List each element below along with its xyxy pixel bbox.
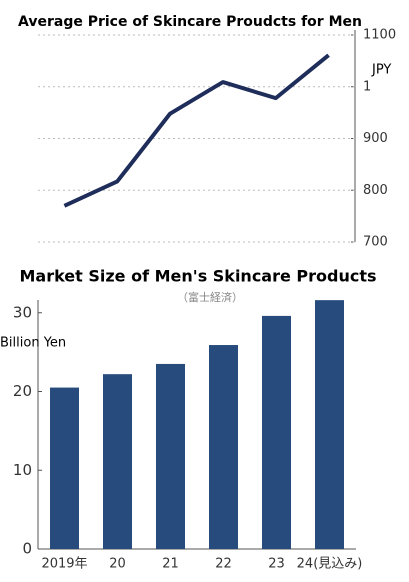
bar [50, 387, 79, 549]
bar [315, 300, 344, 549]
y-tick-label: 20 [13, 382, 32, 400]
y-axis-label: JPY [371, 63, 391, 78]
chart-title: Average Price of Skincare Proudcts for M… [18, 14, 362, 30]
bar [156, 363, 185, 549]
y-tick-label: 900 [363, 131, 388, 146]
y-tick-label: 30 [13, 303, 32, 321]
x-tick-label: 20 [109, 557, 126, 572]
bar [209, 345, 238, 549]
x-tick-label: 23 [268, 557, 285, 572]
chart-subtitle: （富士経済） [177, 290, 243, 304]
y-tick-label: 0 [22, 540, 32, 558]
bar [262, 315, 291, 549]
x-tick-label: 24(見込み) [297, 557, 363, 572]
y-tick-label: 800 [363, 183, 388, 198]
y-tick-label: 10 [13, 461, 32, 479]
y-tick-label: 1100 [363, 28, 396, 43]
chart-title: Market Size of Men's Skincare Products [19, 267, 376, 286]
y-tick-label: 1 [363, 79, 371, 94]
y-tick-label: 700 [363, 235, 388, 250]
line [63, 53, 330, 208]
bar [103, 374, 132, 549]
y-axis-label: Billion Yen [0, 336, 66, 351]
x-tick-label: 2019年 [41, 557, 87, 572]
x-tick-label: 21 [162, 557, 179, 572]
x-tick-label: 22 [215, 557, 232, 572]
